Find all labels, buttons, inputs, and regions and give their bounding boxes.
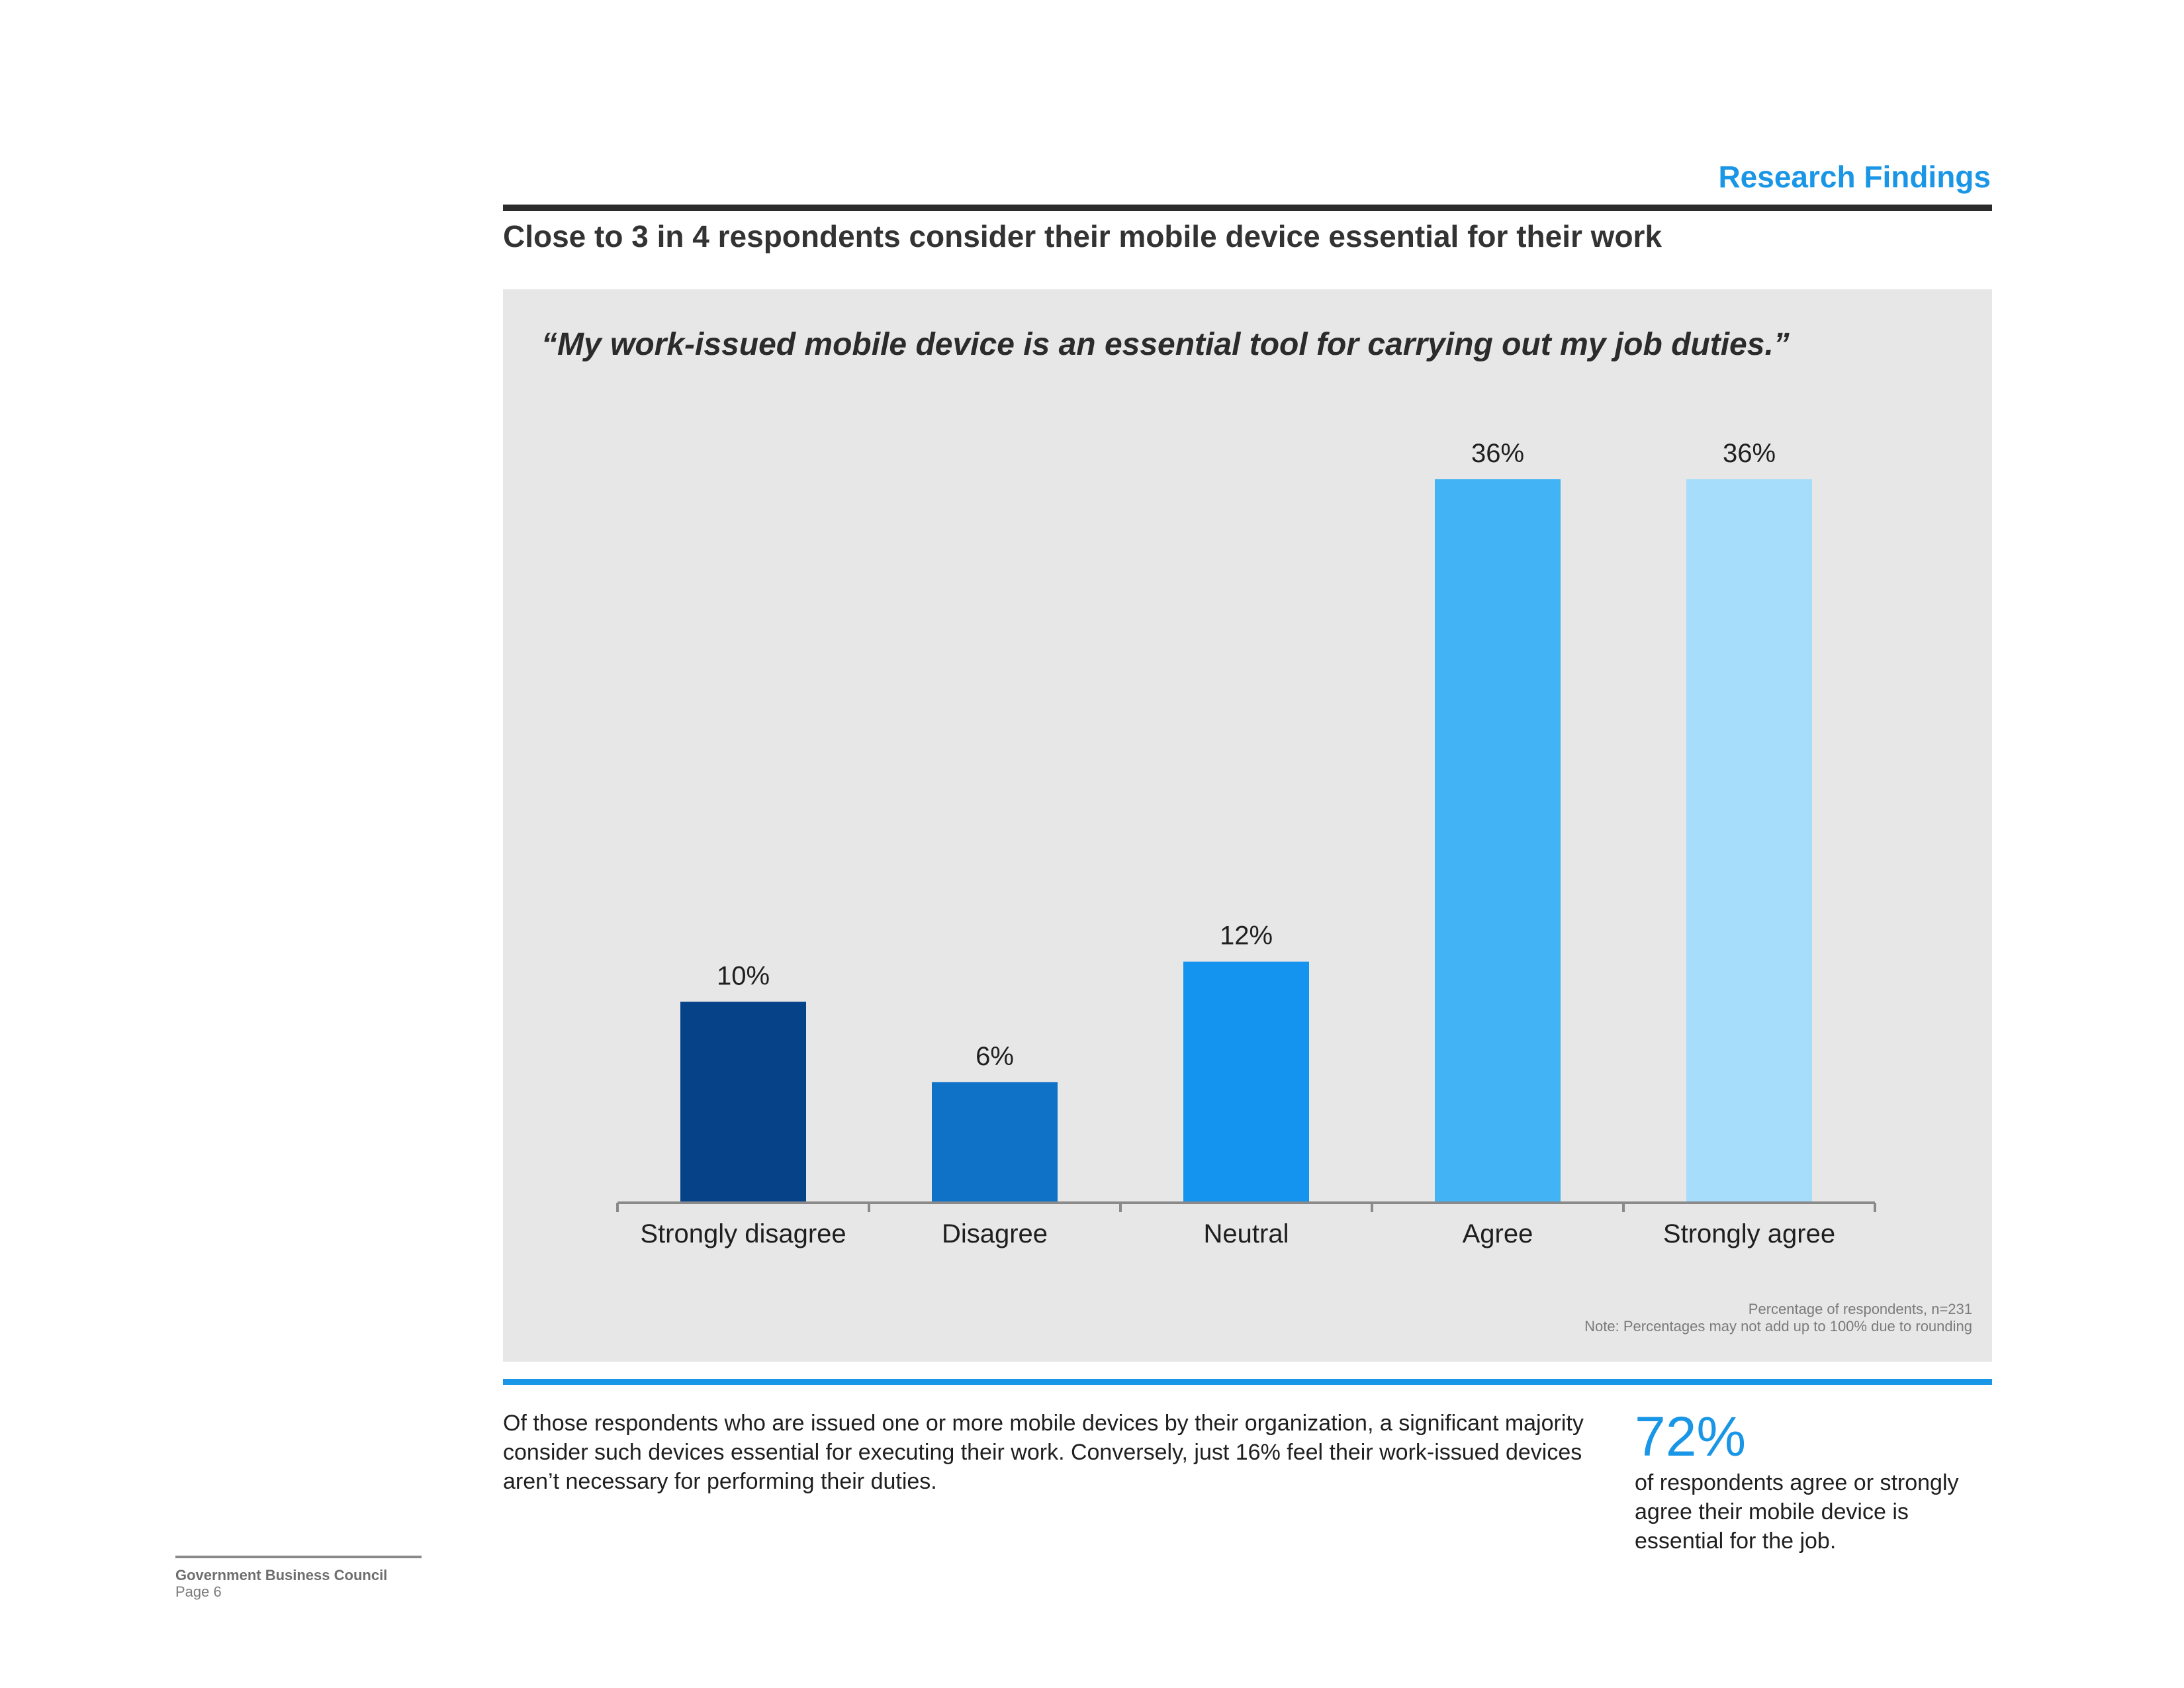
chart-panel: “My work-issued mobile device is an esse…: [503, 289, 1992, 1362]
bar-value-label: 36%: [1723, 439, 1776, 468]
top-rule: [503, 205, 1992, 211]
bar-value-label: 36%: [1471, 439, 1524, 468]
category-label: Disagree: [942, 1219, 1048, 1248]
summary-paragraph: Of those respondents who are issued one …: [503, 1411, 1584, 1494]
chart-note-rounding: Note: Percentages may not add up to 100%…: [1584, 1318, 1972, 1335]
section-divider: [503, 1379, 1992, 1385]
section-label: Research Findings: [1718, 160, 1991, 194]
category-label: Neutral: [1204, 1219, 1289, 1248]
category-label: Strongly disagree: [640, 1219, 846, 1248]
bar: [1435, 479, 1561, 1203]
category-label: Strongly agree: [1663, 1219, 1835, 1248]
chart-note-sample: Percentage of respondents, n=231: [1748, 1301, 1972, 1317]
footer-organization: Government Business Council: [175, 1567, 388, 1583]
footer-page-number: Page 6: [175, 1583, 222, 1600]
bar: [1686, 479, 1812, 1203]
bar-value-label: 12%: [1220, 921, 1273, 951]
bar: [932, 1082, 1058, 1203]
category-label: Agree: [1463, 1219, 1533, 1248]
footer-rule: [175, 1556, 422, 1558]
chart-title: “My work-issued mobile device is an esse…: [541, 327, 1790, 362]
bar-chart: 10% Strongly disagree 6% Disagree 12% Neutral…: [616, 439, 1876, 1248]
key-stat-value: 72%: [1635, 1405, 1747, 1468]
key-stat-caption: of respondents agree or strongly agree t…: [1635, 1470, 1959, 1554]
bar: [680, 1002, 806, 1203]
bar-value-label: 6%: [976, 1042, 1014, 1071]
page-headline: Close to 3 in 4 respondents consider the…: [503, 219, 1662, 254]
bar: [1183, 961, 1309, 1203]
bar-value-label: 10%: [717, 961, 770, 990]
